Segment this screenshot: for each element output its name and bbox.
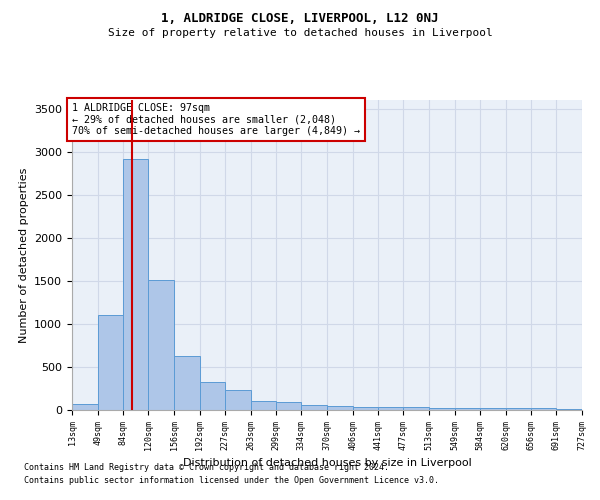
Bar bbox=[123, 158, 148, 410]
Bar bbox=[276, 402, 301, 410]
Bar bbox=[506, 408, 531, 410]
Bar bbox=[480, 408, 506, 410]
Bar bbox=[225, 390, 251, 410]
Bar bbox=[251, 402, 276, 410]
Bar bbox=[429, 408, 455, 410]
Bar bbox=[98, 316, 123, 410]
Bar bbox=[148, 280, 174, 410]
Bar bbox=[327, 406, 353, 410]
Text: 1 ALDRIDGE CLOSE: 97sqm
← 29% of detached houses are smaller (2,048)
70% of semi: 1 ALDRIDGE CLOSE: 97sqm ← 29% of detache… bbox=[72, 102, 360, 136]
X-axis label: Distribution of detached houses by size in Liverpool: Distribution of detached houses by size … bbox=[182, 458, 472, 468]
Bar bbox=[403, 408, 429, 410]
Y-axis label: Number of detached properties: Number of detached properties bbox=[19, 168, 29, 342]
Text: 1, ALDRIDGE CLOSE, LIVERPOOL, L12 0NJ: 1, ALDRIDGE CLOSE, LIVERPOOL, L12 0NJ bbox=[161, 12, 439, 26]
Bar bbox=[200, 382, 225, 410]
Bar bbox=[301, 405, 327, 410]
Bar bbox=[556, 408, 582, 410]
Bar bbox=[353, 406, 378, 410]
Bar bbox=[174, 356, 200, 410]
Text: Size of property relative to detached houses in Liverpool: Size of property relative to detached ho… bbox=[107, 28, 493, 38]
Text: Contains HM Land Registry data © Crown copyright and database right 2024.: Contains HM Land Registry data © Crown c… bbox=[24, 464, 389, 472]
Bar bbox=[455, 408, 480, 410]
Bar bbox=[378, 407, 403, 410]
Bar bbox=[531, 408, 556, 410]
Text: Contains public sector information licensed under the Open Government Licence v3: Contains public sector information licen… bbox=[24, 476, 439, 485]
Bar bbox=[72, 404, 98, 410]
